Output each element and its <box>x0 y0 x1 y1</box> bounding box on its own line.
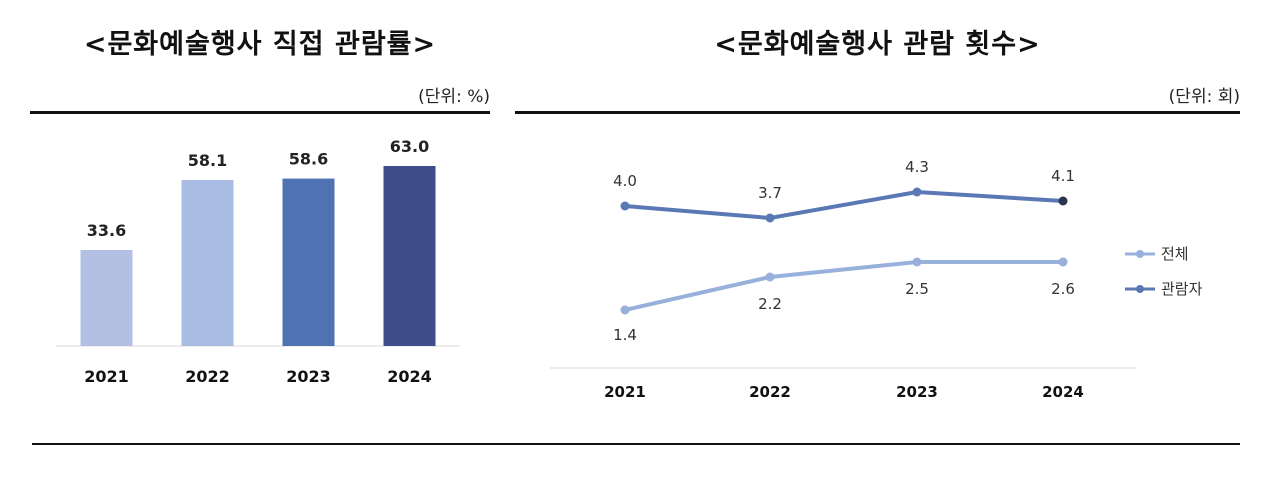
bar-chart-title: <문화예술행사 직접 관람률> <box>83 29 437 60</box>
series-line-attendee <box>624 189 1064 221</box>
x-tick-label: 2022 <box>185 367 230 386</box>
bar-chart-unit: (단위: %) <box>418 87 490 107</box>
data-point <box>1058 257 1068 267</box>
point-value-label: 3.7 <box>758 184 782 202</box>
bar-value-label: 63.0 <box>390 137 429 156</box>
x-tick-label: 2021 <box>604 383 646 401</box>
bar-2021 <box>80 250 133 346</box>
bar-2024 <box>383 166 436 346</box>
bar-chart-panel: <문화예술행사 직접 관람률> (단위: %) 33.6 2021 58.1 2022… <box>30 0 490 483</box>
point-value-label: 2.5 <box>905 280 929 298</box>
bar-chart-top-rule <box>30 111 490 114</box>
point-value-label: 4.3 <box>905 158 929 176</box>
line-chart-title: <문화예술행사 관람 횟수> <box>714 29 1041 60</box>
bar-chart: 33.6 2021 58.1 2022 58.6 2023 63.0 2024 <box>56 137 460 386</box>
data-point <box>620 305 630 315</box>
data-point <box>620 201 630 211</box>
bar-value-label: 58.1 <box>188 151 227 170</box>
x-tick-label: 2023 <box>896 383 938 401</box>
point-value-label: 4.1 <box>1051 167 1075 185</box>
data-point <box>912 257 922 267</box>
x-tick-label: 2024 <box>387 367 432 386</box>
data-point <box>1058 196 1068 206</box>
point-value-label: 2.2 <box>758 295 782 313</box>
bar-2022 <box>181 180 234 346</box>
data-point <box>765 213 775 223</box>
line-chart: 1.4 2.2 2.5 2.6 전체 4.0 3.7 4.3 4.1 관람자 2021 2022 202… <box>550 158 1203 401</box>
series-line-total <box>624 260 1063 312</box>
line-chart-panel: <문화예술행사 관람 횟수> (단위: 회) 1.4 2.2 2.5 2.6 전체 4.0… <box>515 0 1240 483</box>
legend-swatch-marker <box>1136 250 1144 258</box>
line-chart-top-rule <box>515 111 1240 114</box>
legend-swatch-marker <box>1136 285 1144 293</box>
legend-label: 관람자 <box>1161 280 1203 298</box>
point-value-label: 1.4 <box>613 326 637 344</box>
bottom-rule <box>32 443 1240 445</box>
bar-2023 <box>282 178 335 346</box>
bar-value-label: 33.6 <box>87 221 126 240</box>
data-point <box>912 187 922 197</box>
x-tick-label: 2021 <box>84 367 129 386</box>
x-tick-label: 2022 <box>749 383 791 401</box>
x-tick-label: 2023 <box>286 367 331 386</box>
legend-label: 전체 <box>1161 245 1189 263</box>
x-tick-label: 2024 <box>1042 383 1084 401</box>
line-chart-unit: (단위: 회) <box>1168 87 1240 107</box>
bar-value-label: 58.6 <box>289 150 328 169</box>
point-value-label: 2.6 <box>1051 280 1075 298</box>
data-point <box>765 272 775 282</box>
point-value-label: 4.0 <box>613 172 637 190</box>
